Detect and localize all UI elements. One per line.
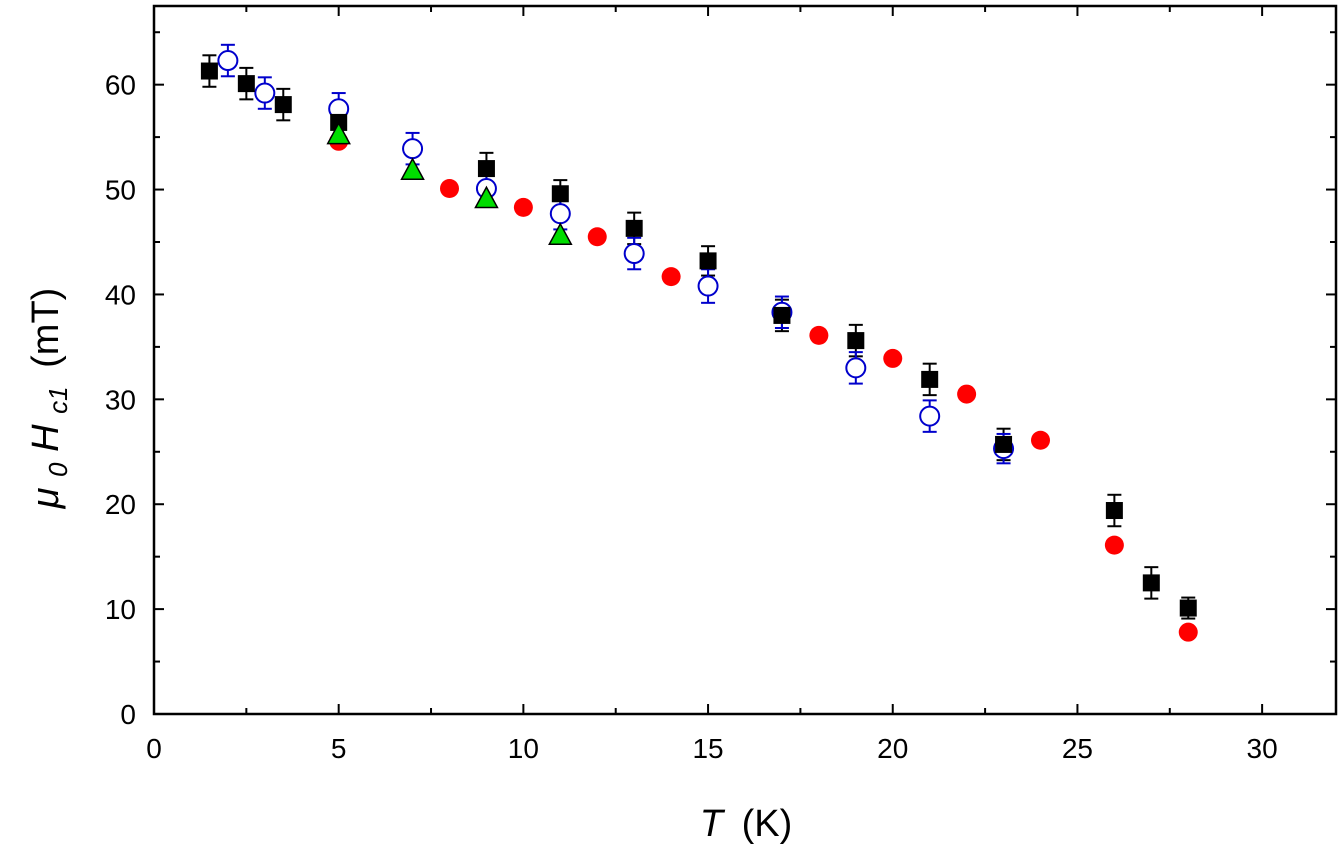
y-axis-h: H: [25, 424, 67, 452]
green-triangle-point: [548, 222, 573, 246]
blue-open-circle-point: [845, 357, 867, 379]
blue-open-circle-point: [254, 82, 276, 104]
x-tick-label: 0: [146, 733, 162, 764]
red-circle-point: [661, 267, 681, 287]
x-tick-label: 20: [877, 733, 908, 764]
blue-open-circle-point: [919, 405, 941, 427]
y-tick-label: 20: [105, 489, 136, 520]
y-tick-label: 30: [105, 384, 136, 415]
error-bars: [202, 43, 1196, 620]
plot-frame: [152, 4, 1338, 716]
data-markers: [200, 50, 1198, 642]
y-tick-label: 40: [105, 279, 136, 310]
black-square-point: [1179, 599, 1197, 617]
black-square-point: [274, 96, 292, 114]
red-circle-point: [513, 197, 533, 217]
x-axis-unit: (K): [742, 803, 793, 845]
y-axis-h-subscript: c1: [43, 386, 73, 413]
green-triangle-point: [474, 185, 499, 209]
red-circle-point: [883, 348, 903, 368]
black-square-point: [773, 306, 791, 324]
red-circle-point: [809, 325, 829, 345]
red-circle-point: [957, 384, 977, 404]
black-square-point: [200, 62, 218, 80]
y-axis-unit: (mT): [25, 288, 67, 368]
black-square-point: [625, 219, 643, 237]
blue-open-circle-point: [217, 50, 239, 72]
black-square-point: [995, 435, 1013, 453]
red-circle-point: [440, 179, 459, 199]
blue-open-circle-point: [402, 138, 424, 160]
red-circle-point: [587, 227, 607, 247]
black-square-point: [477, 160, 495, 178]
black-square-point: [551, 185, 569, 203]
axes: 0 5 10 15 20 25 30 0 10 20 30 40 50 60: [105, 4, 1338, 764]
x-tick-label: 5: [331, 733, 347, 764]
red-circle-point: [1031, 430, 1050, 450]
black-square-point: [921, 370, 939, 388]
red-circle-point: [1178, 622, 1198, 642]
blue-open-circle-point: [697, 275, 719, 297]
y-tick-label: 10: [105, 594, 136, 625]
y-tick-label: 0: [120, 699, 136, 730]
green-triangle-point: [326, 121, 351, 145]
y-axis-mu: μ: [25, 487, 67, 509]
x-axis-title: T (K): [700, 803, 792, 845]
blue-open-circle-point: [549, 203, 571, 225]
x-tick-label: 30: [1247, 733, 1278, 764]
x-tick-label: 10: [508, 733, 539, 764]
x-axis-symbol: T: [700, 803, 726, 845]
black-square-point: [1142, 574, 1160, 592]
y-axis-mu-subscript: 0: [43, 462, 73, 477]
y-tick-label: 50: [105, 175, 136, 206]
black-square-point: [699, 252, 717, 270]
green-triangle-point: [400, 157, 425, 180]
x-tick-label: 25: [1062, 733, 1093, 764]
red-circle-point: [1104, 535, 1124, 555]
black-square-point: [1105, 502, 1123, 520]
y-axis-title: μ 0 H c1 (mT): [25, 288, 76, 510]
blue-open-circle-point: [623, 243, 645, 265]
y-tick-label: 60: [105, 70, 136, 101]
black-square-point: [847, 332, 865, 350]
black-square-point: [237, 75, 255, 93]
x-tick-label: 15: [692, 733, 723, 764]
